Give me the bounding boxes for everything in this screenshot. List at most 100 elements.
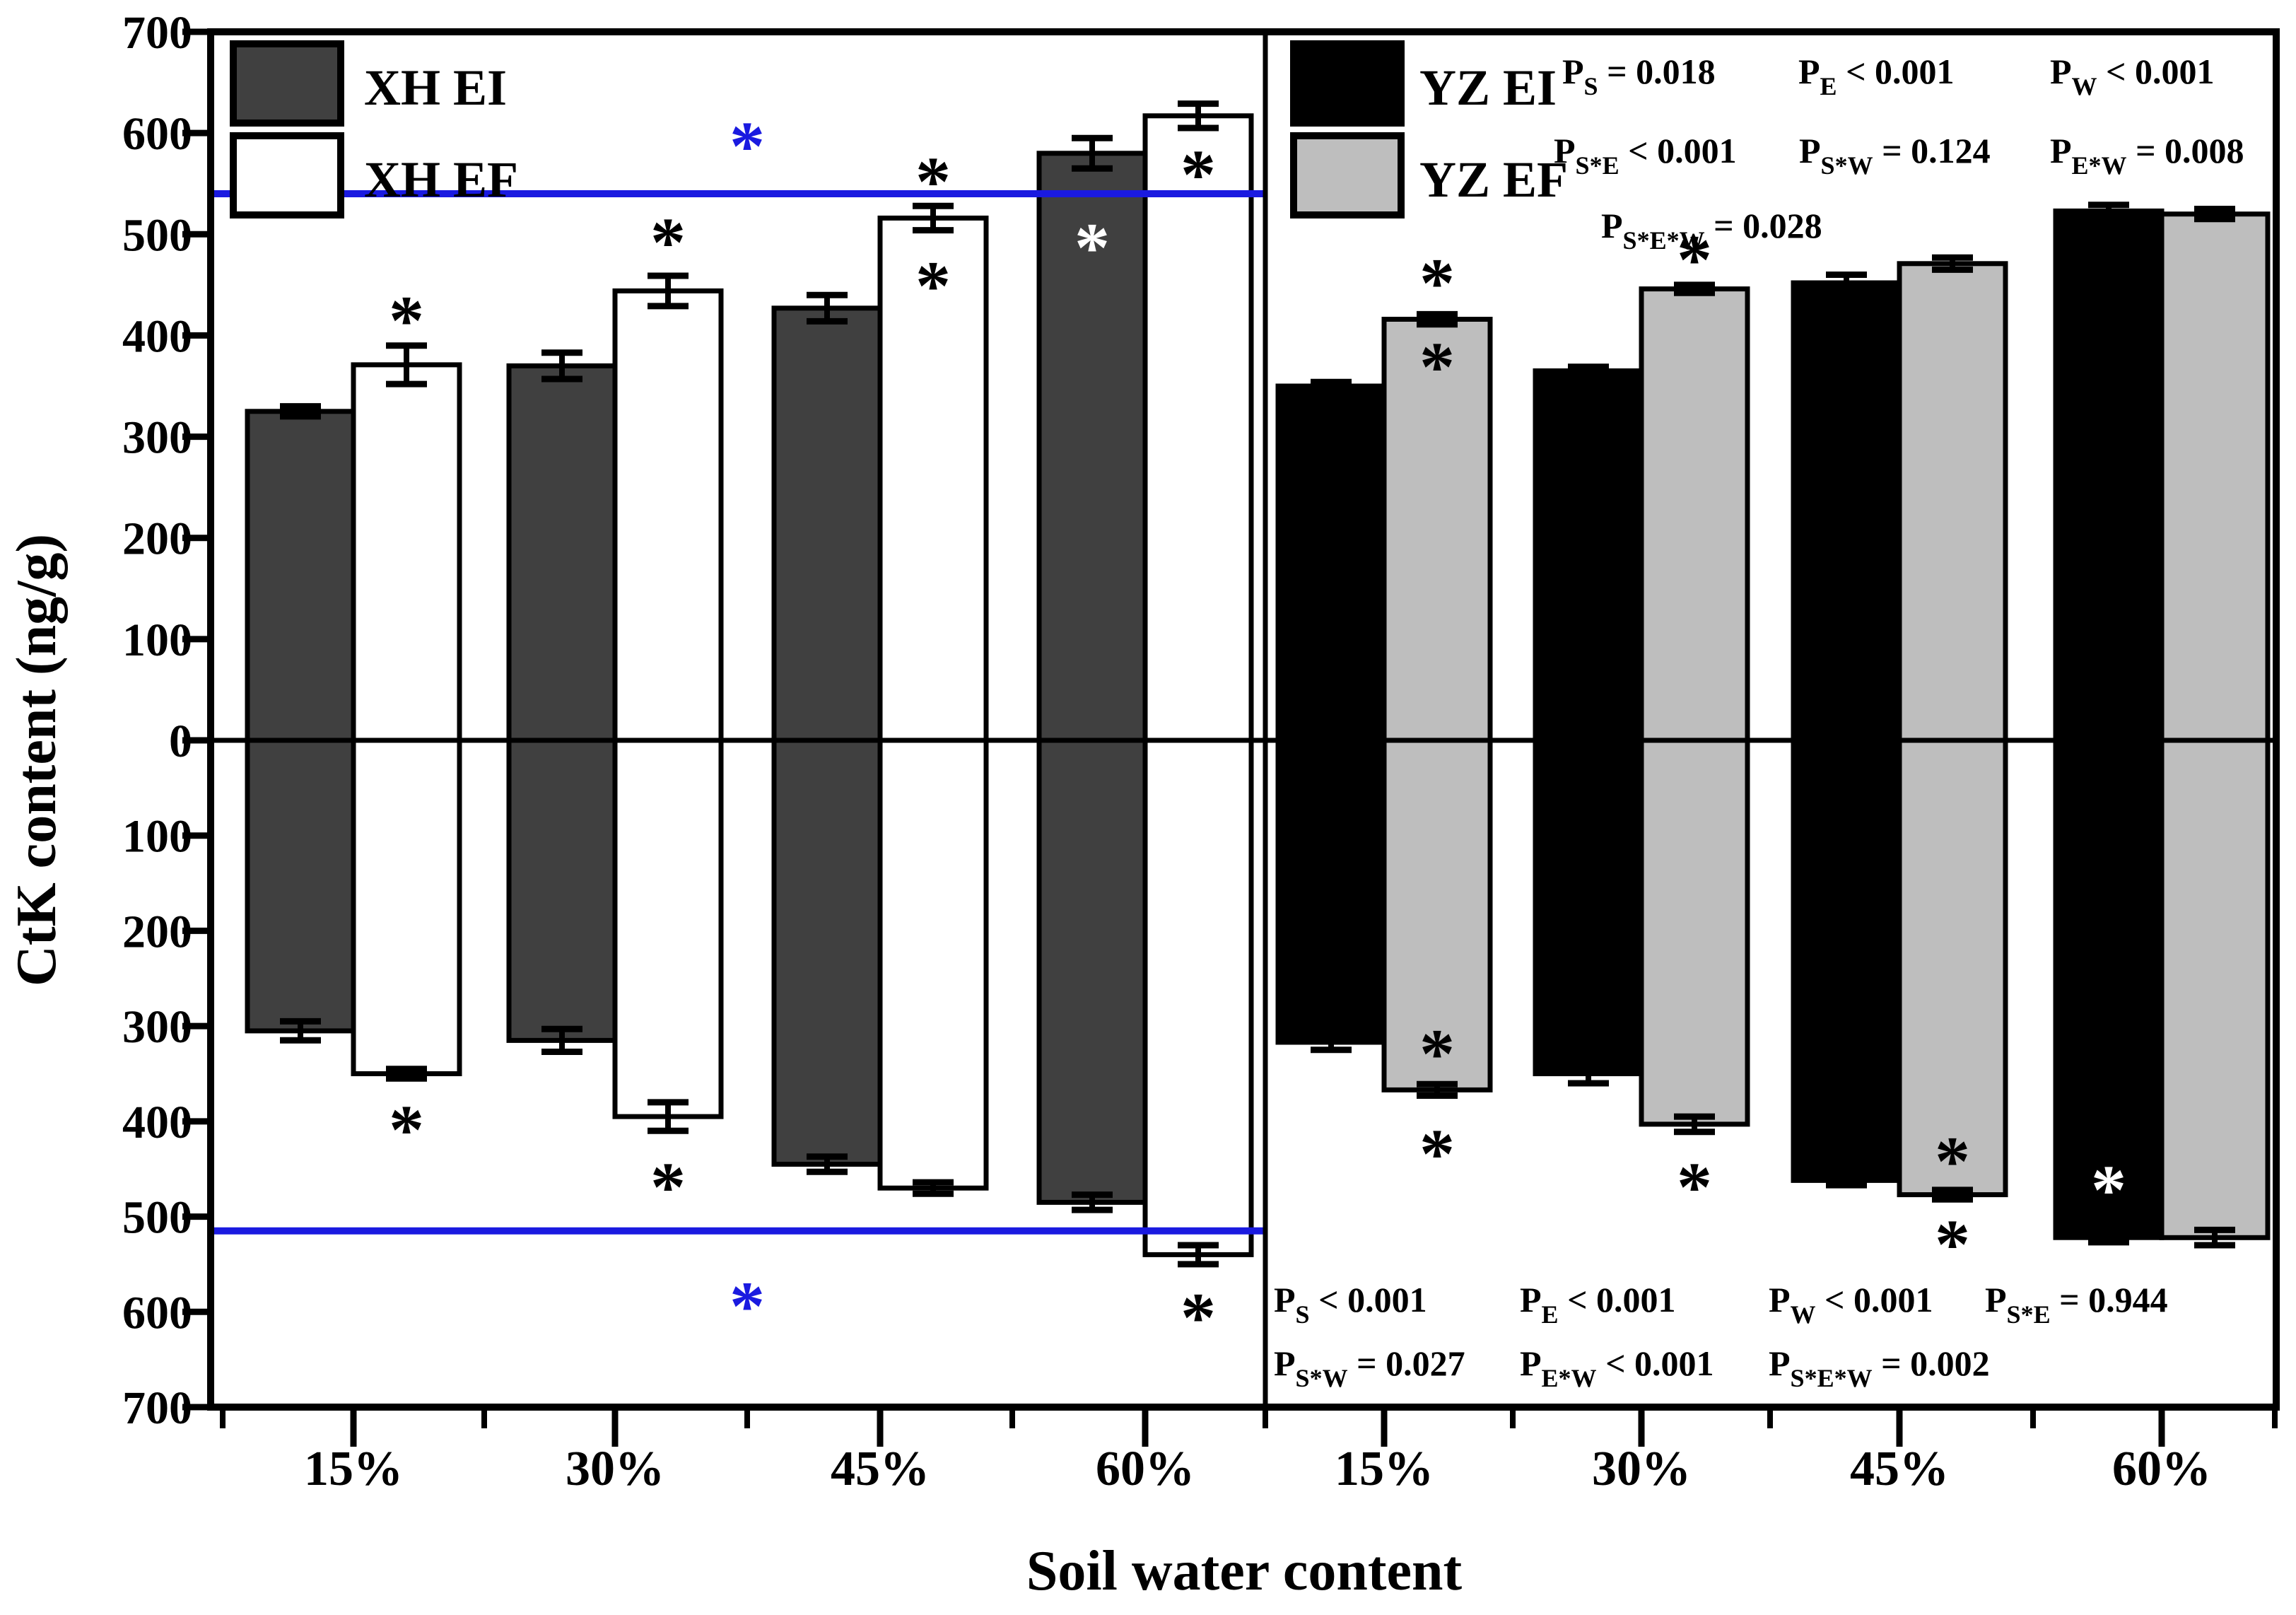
y-tick-label: 100 xyxy=(122,614,192,666)
error-bar-XH-EF-60%-upper xyxy=(1178,100,1219,132)
significance-asterisk-YZ: * xyxy=(1677,221,1712,299)
significance-asterisk-XH: * xyxy=(389,1090,424,1169)
error-bar-YZ-EI-45%-lower xyxy=(1826,1172,1867,1189)
y-tick-label: 200 xyxy=(122,906,192,957)
error-bar-XH-EF-45%-lower xyxy=(913,1179,954,1197)
legend-label: YZ EI xyxy=(1419,59,1557,116)
significance-asterisk-XH: * xyxy=(1181,1278,1216,1357)
y-tick-label: 200 xyxy=(122,513,192,565)
bar-XH-EI-15% xyxy=(245,409,356,1034)
error-bar-XH-EF-30%-lower xyxy=(648,1099,689,1134)
error-bar-XH-EF-15%-upper xyxy=(386,342,427,387)
y-tick-label: 600 xyxy=(122,108,192,160)
y-tick-label: 300 xyxy=(122,412,192,464)
bar-XH-EF-15% xyxy=(351,362,462,1076)
error-bar-YZ-EF-30%-lower xyxy=(1674,1113,1715,1136)
x-tick-label-XH: 30% xyxy=(566,1442,664,1496)
bar-YZ-EF-15% xyxy=(1381,317,1493,1092)
y-tick-label: 300 xyxy=(122,1001,192,1053)
blue-significance-asterisk-XH: * xyxy=(730,1266,765,1345)
bar-XH-EF-30% xyxy=(612,288,724,1119)
bar-YZ-EI-30% xyxy=(1533,368,1644,1076)
x-axis-title: Soil water content xyxy=(1026,1540,1463,1602)
x-tick-label-XH: 45% xyxy=(831,1442,930,1496)
y-tick-label: 400 xyxy=(122,310,192,362)
significance-asterisk-YZ: * xyxy=(1935,1122,1970,1201)
bar-YZ-EF-30% xyxy=(1639,286,1750,1127)
plot-frame xyxy=(207,28,2280,1411)
y-axis-title: CtK content (ng/g) xyxy=(6,534,68,986)
legend-label: YZ EF xyxy=(1419,151,1568,208)
error-bar-XH-EF-45%-upper xyxy=(913,202,954,234)
y-tick-label: 500 xyxy=(122,209,192,261)
bar-XH-EF-60% xyxy=(1142,113,1254,1257)
legend-swatch-XH-EF xyxy=(230,132,344,218)
error-bar-YZ-EF-45%-upper xyxy=(1932,254,1973,273)
significance-asterisk-XH: * xyxy=(389,281,424,359)
significance-asterisk-YZ: * xyxy=(1419,1114,1455,1193)
bar-YZ-EI-45% xyxy=(1791,280,1902,1183)
error-bar-XH-EF-30%-upper xyxy=(648,272,689,310)
error-bar-YZ-EF-60%-upper xyxy=(2194,206,2235,223)
legend-label: XH EI xyxy=(364,59,507,116)
bar-XH-EI-45% xyxy=(771,305,883,1167)
error-bar-XH-EI-60%-lower xyxy=(1072,1191,1113,1213)
error-bar-YZ-EF-15%-lower xyxy=(1417,1080,1458,1099)
legend-label: XH EF xyxy=(364,151,518,208)
legend-swatch-YZ-EI xyxy=(1290,40,1405,127)
blue-significance-asterisk-XH: * xyxy=(730,107,765,185)
error-bar-YZ-EF-30%-upper xyxy=(1674,281,1715,296)
bar-XH-EI-30% xyxy=(506,363,618,1043)
legend-swatch-YZ-EF xyxy=(1290,132,1405,218)
significance-asterisk-YZ: * xyxy=(1419,327,1455,406)
x-tick-label-XH: 15% xyxy=(304,1442,403,1496)
error-bar-XH-EI-15%-upper xyxy=(280,403,321,420)
error-bar-XH-EI-45%-upper xyxy=(807,291,848,325)
significance-asterisk-XH: * xyxy=(650,1148,686,1226)
x-tick-label-YZ: 60% xyxy=(2112,1442,2211,1496)
error-bar-YZ-EF-60%-lower xyxy=(2194,1226,2235,1249)
p-value-bottom: PE < 0.001 xyxy=(1520,1280,1676,1329)
p-value-top: PW < 0.001 xyxy=(2050,52,2215,100)
legend-swatch-XH-EI xyxy=(230,40,344,127)
y-tick-label: 400 xyxy=(122,1097,192,1148)
p-value-bottom: PS < 0.001 xyxy=(1274,1280,1427,1329)
error-bar-XH-EF-60%-lower xyxy=(1178,1242,1219,1268)
error-bar-YZ-EI-30%-lower xyxy=(1568,1061,1609,1087)
error-bar-YZ-EF-15%-upper xyxy=(1417,310,1458,328)
error-bar-XH-EI-60%-upper xyxy=(1072,134,1113,172)
significance-asterisk-YZ: * xyxy=(2091,1150,2126,1229)
bar-YZ-EI-15% xyxy=(1275,383,1387,1045)
significance-asterisk-YZ: * xyxy=(1935,1205,1970,1283)
x-tick-label-YZ: 15% xyxy=(1335,1442,1434,1496)
y-tick-label: 600 xyxy=(122,1287,192,1339)
error-bar-YZ-EI-45%-upper xyxy=(1826,272,1867,294)
significance-asterisk-XH: * xyxy=(650,203,686,281)
error-bar-YZ-EI-15%-lower xyxy=(1311,1031,1352,1054)
y-tick-label: 100 xyxy=(122,811,192,863)
y-tick-label: 700 xyxy=(122,7,192,59)
bar-YZ-EI-60% xyxy=(2053,208,2165,1240)
error-bar-XH-EI-15%-lower xyxy=(280,1018,321,1044)
error-bar-XH-EI-30%-upper xyxy=(541,349,582,383)
significance-asterisk-XH: * xyxy=(1181,135,1216,214)
significance-asterisk-YZ: * xyxy=(1419,243,1455,322)
y-tick-label: 700 xyxy=(122,1382,192,1434)
y-tick-label: 500 xyxy=(122,1192,192,1244)
significance-asterisk-XH: * xyxy=(915,142,951,221)
significance-asterisk-XH: * xyxy=(1074,208,1110,286)
error-bar-XH-EI-30%-lower xyxy=(541,1025,582,1055)
significance-asterisk-YZ: * xyxy=(1677,1148,1712,1226)
bar-XH-EF-45% xyxy=(877,215,989,1191)
error-bar-YZ-EF-45%-lower xyxy=(1932,1187,1973,1203)
x-tick-label-XH: 60% xyxy=(1096,1442,1195,1496)
error-bar-YZ-EI-60%-lower xyxy=(2088,1230,2129,1246)
bar-YZ-EF-60% xyxy=(2159,211,2271,1240)
error-bar-XH-EF-15%-lower xyxy=(386,1066,427,1082)
significance-asterisk-XH: * xyxy=(915,247,951,325)
error-bar-XH-EI-45%-lower xyxy=(807,1153,848,1175)
bar-YZ-EF-45% xyxy=(1897,261,2008,1198)
error-bar-YZ-EI-30%-upper xyxy=(1568,363,1609,378)
